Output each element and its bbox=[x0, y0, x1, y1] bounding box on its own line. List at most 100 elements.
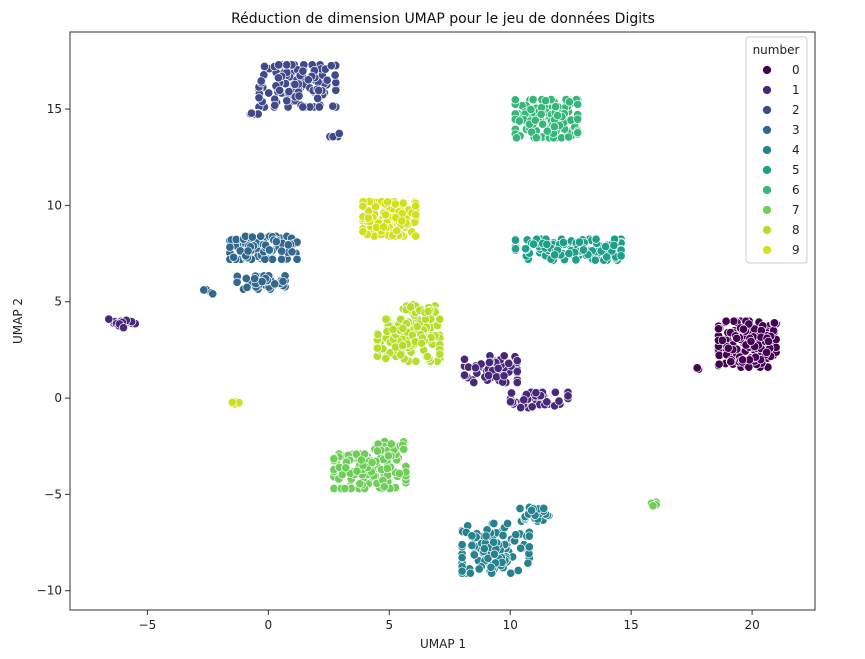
scatter-point-2 bbox=[270, 100, 280, 110]
scatter-point-5 bbox=[602, 252, 612, 262]
scatter-point-4 bbox=[539, 503, 549, 513]
scatter-point-6 bbox=[530, 115, 540, 125]
scatter-point-4 bbox=[474, 564, 484, 574]
scatter-point-9 bbox=[392, 226, 402, 236]
scatter-point-5 bbox=[578, 245, 589, 255]
scatter-point-1 bbox=[493, 363, 503, 373]
scatter-point-3 bbox=[229, 252, 239, 262]
scatter-point-3 bbox=[270, 279, 280, 289]
scatter-point-1 bbox=[104, 314, 114, 324]
scatter-point-6 bbox=[538, 119, 548, 129]
scatter-point-6 bbox=[510, 95, 520, 105]
scatter-point-8 bbox=[388, 324, 398, 335]
scatter-point-9 bbox=[390, 199, 401, 209]
x-tick-label: 15 bbox=[624, 618, 639, 632]
scatter-point-2 bbox=[328, 101, 338, 111]
plot-frame bbox=[69, 31, 816, 611]
scatter-point-4 bbox=[465, 568, 475, 578]
scatter-point-9 bbox=[411, 201, 421, 211]
legend-marker-7 bbox=[762, 205, 772, 215]
scatter-point-5 bbox=[574, 237, 584, 247]
scatter-point-5 bbox=[564, 248, 574, 259]
x-tick-label: 5 bbox=[385, 618, 393, 632]
y-tick-label: 5 bbox=[54, 295, 62, 309]
scatter-point-2 bbox=[322, 75, 332, 85]
scatter-point-8 bbox=[411, 356, 421, 366]
scatter-point-5 bbox=[521, 244, 531, 254]
legend-marker-9 bbox=[762, 245, 772, 255]
scatter-point-4 bbox=[489, 518, 499, 529]
legend-label-4: 4 bbox=[792, 143, 800, 157]
scatter-point-1 bbox=[512, 356, 522, 366]
scatter-point-4 bbox=[506, 568, 516, 578]
scatter-point-7 bbox=[352, 466, 362, 476]
legend-title: number bbox=[753, 43, 800, 57]
scatter-point-9 bbox=[397, 216, 407, 226]
scatter-point-2 bbox=[282, 96, 292, 106]
y-tick-label: 15 bbox=[47, 102, 62, 116]
scatter-point-7 bbox=[367, 457, 377, 468]
scatter-point-2 bbox=[273, 73, 283, 83]
scatter-point-2 bbox=[294, 91, 304, 101]
scatter-point-2 bbox=[298, 66, 308, 76]
scatter-point-6 bbox=[531, 133, 541, 143]
scatter-point-4 bbox=[469, 550, 479, 560]
legend-marker-0 bbox=[762, 65, 772, 75]
scatter-point-7 bbox=[394, 468, 404, 479]
scatter-point-3 bbox=[256, 231, 266, 241]
legend-marker-6 bbox=[762, 185, 772, 195]
scatter-point-4 bbox=[527, 505, 537, 515]
scatter-point-7 bbox=[340, 483, 350, 494]
scatter-point-6 bbox=[542, 126, 552, 136]
scatter-point-7 bbox=[399, 444, 409, 454]
scatter-point-3 bbox=[257, 277, 267, 287]
scatter-point-6 bbox=[573, 114, 583, 124]
scatter-point-4 bbox=[457, 553, 467, 563]
scatter-point-5 bbox=[616, 251, 626, 261]
scatter-point-5 bbox=[510, 235, 521, 245]
scatter-point-3 bbox=[267, 254, 277, 264]
scatter-point-3 bbox=[208, 289, 218, 299]
scatter-point-4 bbox=[467, 540, 477, 551]
scatter-point-9 bbox=[379, 222, 389, 232]
scatter-point-6 bbox=[552, 111, 563, 121]
scatter-point-0 bbox=[729, 316, 739, 326]
scatter-point-9 bbox=[363, 213, 373, 223]
scatter-point-8 bbox=[423, 306, 433, 316]
scatter-point-1 bbox=[542, 397, 552, 407]
scatter-point-6 bbox=[549, 122, 559, 132]
scatter-point-5 bbox=[609, 240, 619, 250]
scatter-point-5 bbox=[558, 237, 568, 248]
scatter-point-5 bbox=[590, 255, 600, 265]
scatter-point-4 bbox=[457, 566, 467, 576]
scatter-point-1 bbox=[512, 366, 522, 377]
scatter-point-0 bbox=[732, 333, 742, 343]
legend-label-2: 2 bbox=[792, 103, 800, 117]
scatter-point-3 bbox=[199, 285, 209, 295]
scatter-point-9 bbox=[411, 210, 421, 220]
scatter-point-0 bbox=[713, 324, 724, 334]
scatter-point-3 bbox=[276, 254, 287, 264]
scatter-point-1 bbox=[459, 354, 470, 364]
scatter-point-1 bbox=[484, 370, 494, 381]
x-tick-label: 10 bbox=[503, 618, 518, 632]
scatter-point-5 bbox=[510, 244, 521, 254]
scatter-point-4 bbox=[483, 553, 493, 563]
scatter-point-4 bbox=[523, 558, 533, 568]
scatter-point-6 bbox=[536, 109, 546, 119]
scatter-point-7 bbox=[382, 463, 392, 473]
scatter-point-5 bbox=[591, 234, 601, 244]
scatter-point-6 bbox=[564, 132, 574, 142]
scatter-point-4 bbox=[511, 530, 521, 540]
scatter-point-2 bbox=[314, 85, 324, 96]
legend-label-8: 8 bbox=[792, 223, 800, 237]
scatter-point-5 bbox=[571, 255, 581, 265]
x-tick-label: −5 bbox=[139, 618, 157, 632]
scatter-point-9 bbox=[371, 202, 381, 212]
scatter-point-1 bbox=[492, 372, 502, 382]
y-axis-label: UMAP 2 bbox=[11, 298, 25, 344]
legend-marker-5 bbox=[762, 165, 772, 175]
scatter-point-8 bbox=[390, 342, 400, 352]
scatter-point-1 bbox=[550, 387, 560, 397]
scatter-point-1 bbox=[554, 396, 564, 406]
